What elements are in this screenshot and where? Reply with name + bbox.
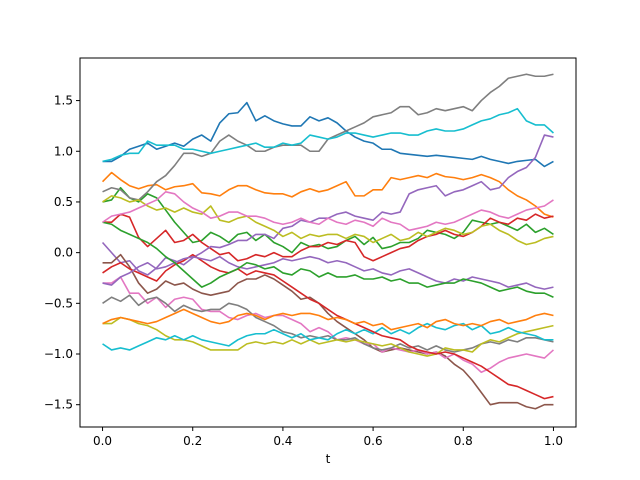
y-tick-label: −1.0 bbox=[44, 347, 73, 361]
series-layer bbox=[101, 73, 554, 410]
series-line bbox=[102, 322, 554, 351]
series-line bbox=[102, 186, 554, 254]
series-line bbox=[102, 221, 554, 298]
y-tick-label: −1.5 bbox=[44, 398, 73, 412]
series-line bbox=[102, 308, 554, 331]
x-tick-label: 1.0 bbox=[544, 434, 563, 448]
y-tick-label: 1.5 bbox=[54, 94, 73, 108]
series-line bbox=[102, 107, 554, 163]
series-line bbox=[101, 171, 554, 218]
series-line bbox=[102, 294, 554, 353]
plot-frame bbox=[79, 57, 577, 428]
series-line bbox=[102, 276, 554, 374]
x-tick-label: 0.2 bbox=[183, 434, 202, 448]
y-tick-label: 1.0 bbox=[54, 144, 73, 158]
y-tick-label: 0.5 bbox=[54, 195, 73, 209]
series-line bbox=[102, 253, 554, 410]
series-line bbox=[102, 316, 554, 357]
series-line bbox=[102, 195, 554, 246]
series-line bbox=[102, 255, 554, 290]
series-line bbox=[102, 191, 554, 232]
series-line bbox=[102, 101, 554, 168]
x-tick-label: 0.0 bbox=[93, 434, 112, 448]
x-tick-label: 0.8 bbox=[454, 434, 473, 448]
x-tick-label: 0.4 bbox=[273, 434, 292, 448]
ticks-layer: 0.0 0.2 0.4 0.6 0.8 1.0 −1.5 −1.0 −0.5 0.0 0.5 1.0 1… bbox=[44, 94, 563, 448]
x-tick-label: 0.6 bbox=[364, 434, 383, 448]
y-tick-label: −0.5 bbox=[44, 296, 73, 310]
y-tick-label: 0.0 bbox=[54, 246, 73, 260]
x-axis-label: t bbox=[326, 452, 331, 466]
series-line bbox=[102, 253, 554, 400]
